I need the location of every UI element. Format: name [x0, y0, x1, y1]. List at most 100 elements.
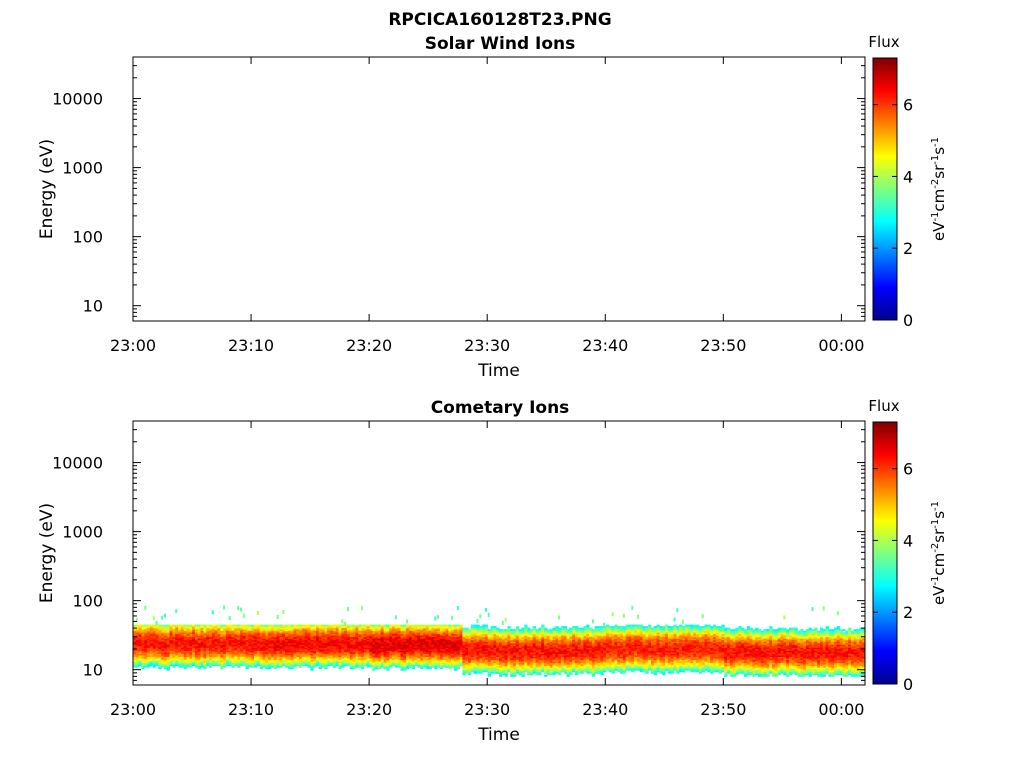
heatmap-cell: [394, 645, 399, 648]
heatmap-cell: [217, 656, 221, 659]
heatmap-cell: [166, 624, 170, 627]
heatmap-cell: [437, 652, 441, 654]
heatmap-cell: [332, 647, 337, 650]
heatmap-cell: [566, 642, 570, 645]
heatmap-cell: [451, 653, 455, 656]
heatmap-cell: [259, 632, 263, 635]
heatmap-cell: [425, 644, 430, 647]
heatmap-cell: [149, 633, 154, 636]
heatmap-cell: [234, 661, 238, 664]
heatmap-cell: [462, 647, 466, 650]
heatmap-cell: [392, 642, 396, 645]
heatmap-cell: [189, 658, 193, 661]
heatmap-cell: [414, 633, 418, 636]
heatmap-cell: [560, 656, 565, 659]
heatmap-cell: [178, 624, 182, 627]
heatmap-cell: [310, 630, 314, 633]
heatmap-cell: [411, 639, 415, 642]
heatmap-cell: [583, 659, 587, 662]
heatmap-cell: [251, 662, 255, 665]
heatmap-cell: [425, 664, 430, 667]
heatmap-cell: [290, 641, 294, 644]
heatmap-cell: [332, 658, 337, 661]
heatmap-cell: [234, 644, 238, 647]
heatmap-cell: [572, 664, 576, 667]
heatmap-cell: [375, 635, 379, 638]
heatmap-cell: [597, 662, 601, 665]
heatmap-cell: [363, 633, 368, 636]
heatmap-cell: [254, 638, 258, 641]
heatmap-cell: [515, 671, 520, 674]
heatmap-cell: [327, 626, 331, 629]
heatmap-cell: [377, 650, 382, 653]
heatmap-cell: [600, 630, 604, 633]
heatmap-cell: [555, 639, 559, 642]
heatmap-cell: [490, 647, 494, 650]
heatmap-cell: [448, 658, 452, 661]
heatmap-cell: [189, 626, 193, 629]
heatmap-cell: [507, 629, 511, 632]
heatmap-cell: [484, 658, 489, 661]
heatmap-cell: [318, 632, 323, 635]
heatmap-cell: [586, 655, 590, 657]
heatmap-cell: [422, 633, 427, 636]
heatmap-cell: [299, 665, 303, 668]
heatmap-cell: [197, 645, 201, 648]
heatmap-cell: [209, 633, 213, 636]
heatmap-cell: [209, 665, 213, 668]
heatmap-cell: [206, 655, 210, 657]
heatmap-cell: [211, 652, 216, 654]
heatmap-cell: [504, 673, 508, 676]
heatmap-cell: [248, 664, 252, 667]
heatmap-cell: [529, 630, 534, 633]
heatmap-cell: [211, 610, 214, 615]
heatmap-cell: [515, 645, 520, 648]
heatmap-cell: [133, 624, 137, 627]
heatmap-cell: [270, 638, 275, 641]
heatmap-cell: [383, 626, 387, 629]
heatmap-cell: [428, 645, 432, 648]
heatmap-cell: [313, 655, 317, 657]
heatmap-cell: [507, 668, 511, 671]
heatmap-cell: [560, 655, 565, 657]
heatmap-cell: [389, 656, 393, 659]
heatmap-cell: [560, 630, 565, 633]
heatmap-cell: [549, 630, 553, 633]
heatmap-cell: [586, 667, 590, 670]
heatmap-cell: [296, 630, 300, 633]
heatmap-cell: [169, 645, 173, 648]
heatmap-cell: [453, 626, 458, 629]
heatmap-cell: [166, 665, 170, 668]
heatmap-cell: [327, 655, 331, 657]
heatmap-cell: [569, 635, 573, 638]
heatmap-cell: [355, 641, 359, 644]
heatmap-cell: [192, 633, 196, 636]
heatmap-cell: [420, 652, 424, 654]
heatmap-cell: [231, 665, 235, 668]
heatmap-cell: [445, 638, 449, 641]
heatmap-cell: [558, 671, 562, 674]
heatmap-cell: [361, 606, 364, 611]
heatmap-cell: [183, 639, 187, 642]
heatmap-cell: [524, 624, 528, 627]
heatmap-cell: [366, 635, 370, 638]
heatmap-cell: [448, 644, 452, 647]
heatmap-cell: [192, 627, 196, 630]
heatmap-cell: [282, 644, 286, 647]
heatmap-cell: [259, 655, 263, 657]
heatmap-cell: [237, 662, 241, 665]
heatmap-cell: [169, 635, 173, 638]
heatmap-cell: [383, 655, 387, 657]
heatmap-cell: [228, 659, 232, 662]
heatmap-cell: [408, 664, 413, 667]
heatmap-cell: [135, 627, 140, 630]
heatmap-cell: [251, 642, 255, 645]
heatmap-cell: [513, 629, 517, 632]
heatmap-cell: [459, 664, 463, 667]
heatmap-cell: [484, 639, 489, 642]
heatmap-cell: [206, 632, 210, 635]
heatmap-cell: [321, 665, 325, 668]
heatmap-cell: [586, 641, 590, 644]
heatmap-cell: [144, 624, 148, 627]
